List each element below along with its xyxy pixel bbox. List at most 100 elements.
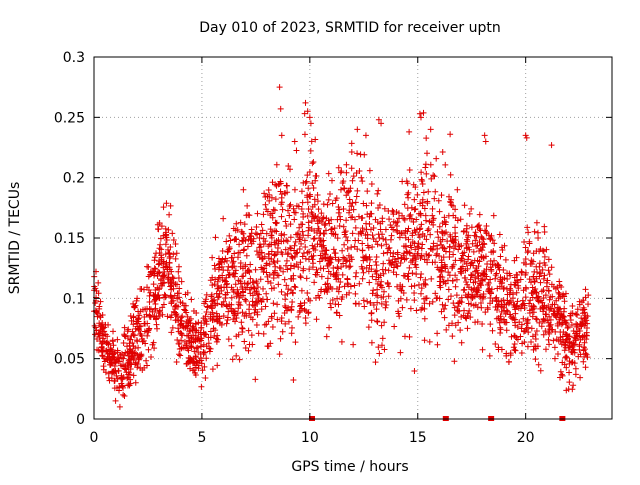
data-point [465, 310, 472, 317]
data-point [258, 298, 265, 305]
data-point [450, 261, 457, 268]
data-point [305, 310, 312, 317]
data-point [546, 330, 553, 337]
data-point [390, 211, 397, 218]
data-point [572, 365, 579, 372]
data-point [307, 147, 314, 154]
data-point [175, 263, 182, 270]
data-point [173, 250, 180, 257]
data-point [448, 196, 455, 203]
data-point [449, 333, 456, 340]
y-tick-label: 0.25 [54, 110, 85, 126]
data-point [537, 367, 544, 374]
data-point [550, 308, 557, 315]
data-point [349, 230, 356, 237]
data-point [279, 328, 286, 335]
data-point [239, 288, 246, 295]
data-point [500, 284, 507, 291]
data-point [264, 343, 271, 350]
data-point [487, 295, 494, 302]
data-point [239, 325, 246, 332]
data-point [171, 292, 178, 299]
data-point [531, 228, 538, 235]
data-point [125, 374, 132, 381]
data-point [382, 304, 389, 311]
data-point [305, 224, 312, 231]
data-point [484, 281, 491, 288]
data-point [143, 357, 150, 364]
data-point [387, 249, 394, 256]
data-point [326, 324, 333, 331]
data-point [159, 280, 166, 287]
data-point [206, 345, 213, 352]
data-point [301, 299, 308, 306]
data-point [361, 151, 368, 158]
data-point [160, 258, 167, 265]
data-point [151, 254, 158, 261]
data-point [259, 255, 266, 262]
data-point [487, 300, 494, 307]
data-point [196, 337, 203, 344]
data-point [320, 201, 327, 208]
data-point [373, 306, 380, 313]
data-point [296, 224, 303, 231]
data-point [228, 294, 235, 301]
data-point [249, 279, 256, 286]
data-point [245, 327, 252, 334]
data-point [375, 116, 382, 123]
data-point [387, 221, 394, 228]
y-tick-label: 0.2 [63, 171, 85, 187]
data-point [414, 191, 421, 198]
data-point [263, 260, 270, 267]
data-point [151, 272, 158, 279]
data-point [151, 293, 158, 300]
data-point [179, 313, 186, 320]
data-point [348, 203, 355, 210]
data-point [243, 212, 250, 219]
data-point [271, 259, 278, 266]
data-point [545, 288, 552, 295]
data-point [369, 290, 376, 297]
data-point [162, 225, 169, 232]
data-point [164, 313, 171, 320]
data-point [375, 204, 382, 211]
data-point [396, 215, 403, 222]
data-point [467, 276, 474, 283]
data-point [498, 308, 505, 315]
data-point [506, 291, 513, 298]
data-point [496, 319, 503, 326]
data-point [288, 275, 295, 282]
data-point [186, 338, 193, 345]
data-point [115, 355, 122, 362]
data-point [150, 281, 157, 288]
data-point [208, 293, 215, 300]
data-point [474, 223, 481, 230]
data-point [413, 216, 420, 223]
data-point [320, 244, 327, 251]
data-point [435, 266, 442, 273]
data-point [290, 205, 297, 212]
data-point [214, 332, 221, 339]
data-point [232, 227, 239, 234]
data-point [311, 279, 318, 286]
data-point [351, 282, 358, 289]
data-point [269, 228, 276, 235]
data-point [511, 332, 518, 339]
data-point [118, 350, 125, 357]
data-point [310, 252, 317, 259]
data-point [427, 245, 434, 252]
data-point [388, 232, 395, 239]
data-point [504, 270, 511, 277]
data-point [473, 243, 480, 250]
data-point [568, 321, 575, 328]
data-point [134, 295, 141, 302]
data-point [284, 182, 291, 189]
data-point [425, 252, 432, 259]
data-point [195, 365, 202, 372]
data-point [197, 343, 204, 350]
data-point [202, 375, 209, 382]
data-point [545, 336, 552, 343]
data-point [547, 316, 554, 323]
data-point [177, 329, 184, 336]
data-point [160, 273, 167, 280]
